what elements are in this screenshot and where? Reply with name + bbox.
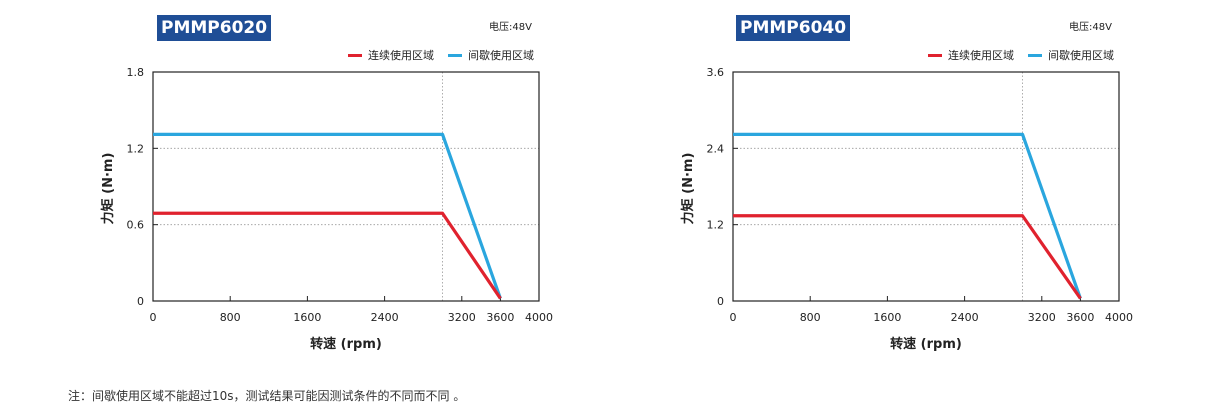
- x-tick-label: 3600: [486, 311, 514, 324]
- x-tick-label: 4000: [1105, 311, 1133, 324]
- plot-area: 0 800 1600 2400 3200 3600 4000 0 1.2 2.4 3.6 转速 (rp…: [680, 66, 1133, 352]
- y-axis-title: 力矩 (N·m): [680, 153, 696, 225]
- x-tick-label: 0: [150, 311, 157, 324]
- legend: 连续使用区域 间歇使用区域: [928, 47, 1128, 63]
- y-tick-label: 0: [717, 295, 724, 308]
- y-tick-label: 0: [137, 295, 144, 308]
- legend: 连续使用区域 间歇使用区域: [348, 47, 548, 63]
- x-tick-label: 1600: [873, 311, 901, 324]
- torque-chart-pmmp6020: PMMP6020 电压:48V 连续使用区域 间歇使用区域 0 800 1600 24…: [0, 0, 580, 370]
- series-line-continuous: [153, 211, 502, 300]
- legend-label-continuous: 连续使用区域: [368, 49, 434, 62]
- plot-frame: [732, 71, 1120, 302]
- voltage-label: 电压:48V: [1069, 22, 1112, 33]
- x-tick-label: 3200: [448, 311, 476, 324]
- y-tick-label: 1.2: [127, 142, 145, 155]
- voltage-label: 电压:48V: [489, 22, 532, 33]
- chart-title: PMMP6040: [736, 15, 851, 41]
- x-axis-title: 转速 (rpm): [890, 336, 962, 352]
- legend-label-continuous: 连续使用区域: [948, 49, 1014, 62]
- y-tick-label: 2.4: [707, 142, 725, 155]
- legend-entry-intermittent: 间歇使用区域: [448, 47, 534, 63]
- series-line-intermittent: [733, 132, 1082, 299]
- plot-area: 0 800 1600 2400 3200 3600 4000 0 0.6 1.2 1.8 转速 (rp…: [100, 66, 553, 352]
- y-tick-label: 0.6: [127, 219, 145, 232]
- y-tick-label: 1.2: [707, 219, 725, 232]
- plot-frame: [152, 71, 540, 302]
- x-tick-label: 800: [220, 311, 241, 324]
- y-tick-label: 3.6: [707, 66, 725, 79]
- torque-chart-pmmp6040: PMMP6040 电压:48V 连续使用区域 间歇使用区域 0 800 1600 24…: [580, 0, 1160, 370]
- legend-label-intermittent: 间歇使用区域: [1048, 49, 1114, 62]
- legend-entry-intermittent: 间歇使用区域: [1028, 47, 1114, 63]
- x-axis-title: 转速 (rpm): [310, 336, 382, 352]
- legend-entry-continuous: 连续使用区域: [348, 47, 434, 63]
- legend-label-intermittent: 间歇使用区域: [468, 49, 534, 62]
- x-tick-label: 2400: [951, 311, 979, 324]
- legend-entry-continuous: 连续使用区域: [928, 47, 1014, 63]
- x-tick-label: 0: [730, 311, 737, 324]
- legend-swatch-intermittent: [1028, 53, 1042, 57]
- y-axis-title: 力矩 (N·m): [100, 153, 116, 225]
- x-tick-label: 800: [800, 311, 821, 324]
- legend-swatch-intermittent: [448, 53, 462, 57]
- legend-swatch-continuous: [348, 53, 362, 57]
- chart-title: PMMP6020: [157, 15, 272, 41]
- x-tick-label: 2400: [371, 311, 399, 324]
- x-tick-label: 4000: [525, 311, 553, 324]
- x-tick-label: 3200: [1028, 311, 1056, 324]
- series-line-intermittent: [153, 132, 502, 299]
- y-tick-label: 1.8: [127, 66, 145, 79]
- footnote: 注：间歇使用区域不能超过10s，测试结果可能因测试条件的不同而不同 。: [68, 389, 466, 403]
- x-tick-label: 1600: [293, 311, 321, 324]
- legend-swatch-continuous: [928, 53, 942, 57]
- x-tick-label: 3600: [1066, 311, 1094, 324]
- series-line-continuous: [733, 214, 1082, 300]
